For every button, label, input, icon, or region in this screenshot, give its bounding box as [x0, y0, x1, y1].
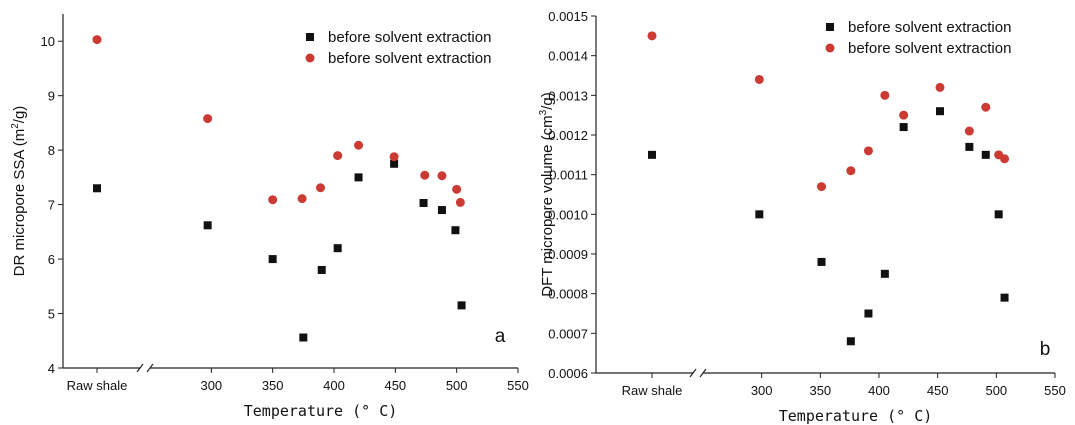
data-point-square [437, 206, 446, 215]
data-point-circle [1000, 154, 1010, 164]
data-point-circle [316, 183, 326, 193]
y-tick-label: 8 [48, 143, 55, 158]
y-tick-label: 0.0011 [549, 168, 588, 183]
y-axis-label: DFT micropore volume (cm3/g) [538, 92, 556, 297]
y-tick-label: 9 [48, 89, 55, 104]
y-tick-label: 0.0010 [548, 207, 588, 222]
axis-break-mark [699, 368, 707, 378]
data-point-circle [964, 126, 974, 136]
data-point-square [451, 226, 460, 235]
x-tick-label: 400 [868, 383, 890, 398]
y-tick-label: 7 [48, 198, 55, 213]
data-point-square [994, 210, 1003, 219]
data-point-square [864, 309, 873, 318]
legend-marker-circle [825, 43, 835, 53]
data-point-square [419, 198, 428, 207]
legend-label: before solvent extraction [848, 40, 1011, 57]
x-tick-label: 450 [384, 378, 406, 393]
y-tick-label: 4 [48, 361, 55, 376]
x-tick-label: 500 [985, 383, 1007, 398]
data-point-circle [268, 195, 278, 205]
chart-panel-a: 4 5 6 7 8 9 10 300 350 400 450 500 550 Raw shale Tempe… [10, 14, 529, 420]
x-tick-label: 300 [751, 383, 773, 398]
data-point-square [755, 210, 764, 219]
data-point-circle [297, 194, 307, 204]
data-point-circle [354, 140, 364, 150]
data-point-circle [754, 74, 764, 84]
x-tick-label: 450 [927, 383, 949, 398]
data-point-circle [817, 182, 827, 192]
data-point-square [965, 142, 974, 151]
data-point-square [390, 159, 399, 168]
y-tick-label: 10 [41, 34, 55, 49]
y-tick-label: 0.0013 [548, 88, 588, 103]
data-point-square [936, 107, 945, 116]
legend-marker-square [826, 23, 834, 31]
data-point-square [457, 301, 466, 310]
data-point-square [846, 337, 855, 346]
data-point-circle [863, 146, 873, 156]
data-point-square [899, 123, 908, 132]
x-tick-label: 550 [507, 378, 529, 393]
data-point-circle [981, 102, 991, 112]
legend-label: before solvent extraction [848, 19, 1011, 36]
y-tick-label: 0.0006 [548, 366, 588, 381]
y-tick-label: 0.0009 [548, 247, 588, 262]
legend-marker-square [306, 33, 314, 41]
data-point-circle [437, 171, 447, 181]
chart-panel-b: 0.0006 0.0007 0.0008 0.0009 0.0010 0.0011 0.00… [538, 9, 1066, 425]
legend-label: before solvent extraction [328, 50, 491, 67]
data-point-circle [203, 114, 213, 124]
x-tick-label: 400 [323, 378, 345, 393]
data-point-square [299, 333, 308, 342]
x-axis-label: Temperature (° C) [779, 407, 933, 425]
data-point-square [981, 150, 990, 159]
data-point-circle [452, 184, 462, 194]
legend-label: before solvent extraction [328, 29, 491, 46]
data-point-circle [420, 170, 430, 180]
data-point-circle [455, 197, 465, 207]
axis-break-mark [136, 363, 144, 373]
data-point-square [354, 173, 363, 182]
y-tick-label: 5 [48, 307, 55, 322]
y-tick-label: 0.0007 [548, 326, 588, 341]
axis-break-mark [689, 368, 697, 378]
raw-shale-point-circle [647, 31, 657, 41]
x-axis-label: Temperature (° C) [244, 402, 398, 420]
category-label: Raw shale [67, 378, 128, 393]
x-tick-label: 350 [809, 383, 831, 398]
data-point-square [1000, 293, 1009, 302]
data-point-circle [389, 152, 399, 162]
y-tick-label: 0.0015 [548, 9, 588, 24]
data-point-circle [899, 110, 909, 120]
data-point-square [268, 255, 277, 264]
raw-shale-point-square [93, 184, 101, 193]
data-point-circle [880, 90, 890, 100]
y-tick-label: 0.0012 [548, 128, 588, 143]
raw-shale-point-circle [92, 35, 102, 45]
y-tick-label: 0.0008 [548, 287, 588, 302]
x-tick-label: 550 [1044, 383, 1066, 398]
x-tick-label: 500 [446, 378, 468, 393]
y-axis-label: DR micropore SSA (m2/g) [10, 106, 28, 277]
panel-label: b [1040, 339, 1051, 360]
data-point-square [333, 244, 342, 253]
y-tick-label: 6 [48, 252, 55, 267]
data-point-circle [846, 166, 856, 176]
data-point-circle [333, 151, 343, 161]
y-tick-label: 0.0014 [548, 49, 588, 64]
legend-marker-circle [305, 53, 315, 63]
category-label: Raw shale [622, 383, 683, 398]
raw-shale-point-square [648, 150, 656, 159]
x-tick-label: 300 [200, 378, 222, 393]
data-point-square [817, 257, 826, 266]
data-point-square [317, 265, 326, 274]
data-point-square [880, 269, 889, 278]
axis-break-mark [146, 363, 154, 373]
panel-label: a [495, 326, 506, 347]
x-tick-label: 350 [262, 378, 284, 393]
data-point-square [203, 221, 212, 230]
data-point-circle [935, 82, 945, 92]
